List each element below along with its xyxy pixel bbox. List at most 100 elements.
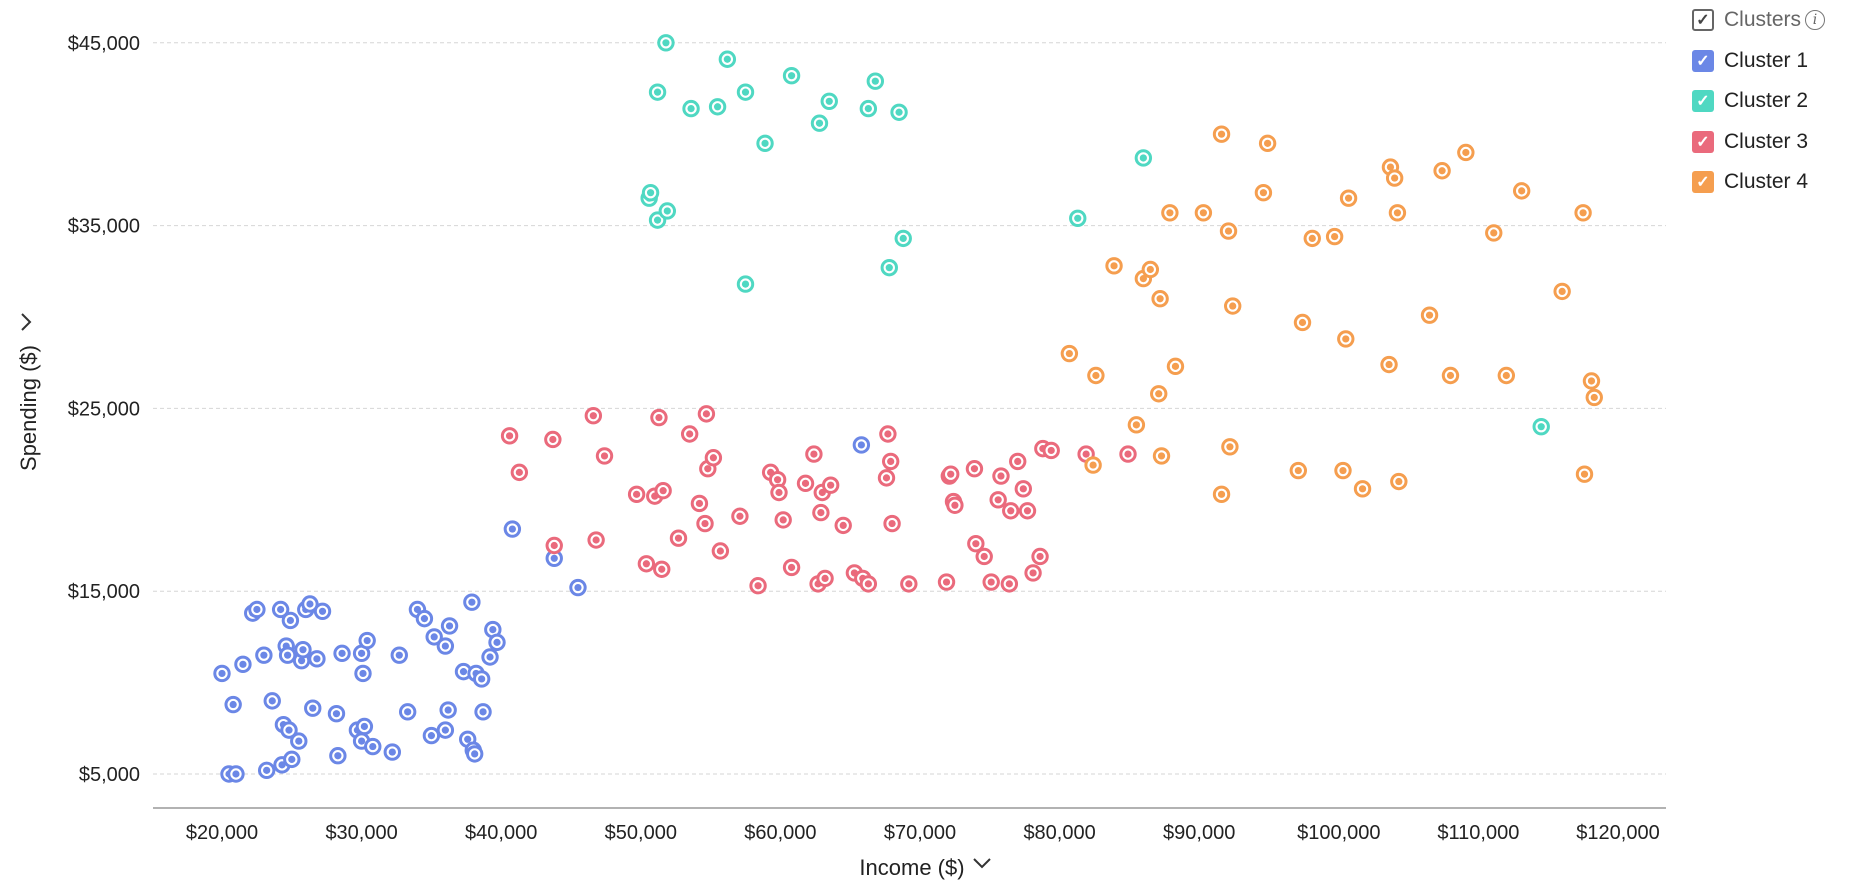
data-point[interactable] bbox=[880, 258, 898, 277]
data-point[interactable] bbox=[1152, 447, 1171, 465]
data-point[interactable] bbox=[1325, 227, 1344, 246]
data-point[interactable] bbox=[1497, 366, 1516, 385]
data-point[interactable] bbox=[866, 72, 885, 90]
data-point[interactable] bbox=[782, 67, 801, 85]
data-point[interactable] bbox=[1485, 224, 1503, 242]
data-point[interactable] bbox=[992, 467, 1010, 485]
data-point[interactable] bbox=[658, 202, 677, 220]
data-point[interactable] bbox=[680, 425, 699, 443]
data-point[interactable] bbox=[280, 721, 298, 739]
data-point[interactable] bbox=[894, 229, 912, 248]
data-point[interactable] bbox=[834, 516, 852, 535]
data-point[interactable] bbox=[465, 745, 484, 763]
data-point[interactable] bbox=[796, 474, 815, 493]
data-point[interactable] bbox=[627, 485, 646, 504]
data-point[interactable] bbox=[1042, 441, 1060, 460]
data-point[interactable] bbox=[967, 534, 985, 553]
data-point[interactable] bbox=[653, 560, 671, 578]
data-point[interactable] bbox=[1009, 452, 1027, 471]
data-point[interactable] bbox=[364, 737, 382, 756]
data-point[interactable] bbox=[812, 503, 830, 522]
data-point[interactable] bbox=[711, 542, 730, 560]
data-point[interactable] bbox=[736, 83, 755, 101]
y-axis-title[interactable]: Spending ($) bbox=[16, 313, 41, 471]
data-point[interactable] bbox=[654, 481, 672, 500]
data-point[interactable] bbox=[1221, 438, 1239, 456]
data-point[interactable] bbox=[648, 211, 667, 229]
data-point[interactable] bbox=[690, 494, 709, 513]
data-point[interactable] bbox=[718, 50, 737, 68]
data-point[interactable] bbox=[313, 602, 332, 621]
data-point[interactable] bbox=[354, 664, 372, 683]
data-point[interactable] bbox=[881, 452, 900, 471]
data-point[interactable] bbox=[859, 575, 878, 593]
data-point[interactable] bbox=[271, 600, 290, 619]
data-point[interactable] bbox=[327, 704, 346, 723]
data-point[interactable] bbox=[749, 577, 767, 595]
data-point[interactable] bbox=[877, 469, 896, 487]
data-point[interactable] bbox=[1166, 357, 1185, 376]
data-point[interactable] bbox=[1575, 465, 1594, 483]
data-point[interactable] bbox=[1420, 306, 1439, 324]
data-point[interactable] bbox=[1212, 485, 1231, 504]
data-point[interactable] bbox=[890, 103, 908, 121]
data-point[interactable] bbox=[263, 692, 281, 710]
legend-header[interactable]: ✓ Clusters i bbox=[1692, 0, 1842, 41]
data-point[interactable] bbox=[1060, 344, 1079, 363]
data-point[interactable] bbox=[472, 670, 491, 688]
data-point[interactable] bbox=[1553, 282, 1571, 301]
data-point[interactable] bbox=[883, 514, 901, 533]
data-point[interactable] bbox=[1141, 260, 1160, 279]
data-point[interactable] bbox=[1194, 204, 1213, 222]
data-point[interactable] bbox=[782, 558, 801, 577]
data-point[interactable] bbox=[816, 569, 834, 588]
data-point[interactable] bbox=[227, 765, 245, 783]
data-point[interactable] bbox=[1334, 461, 1352, 480]
data-point[interactable] bbox=[756, 134, 774, 153]
data-point[interactable] bbox=[1457, 143, 1475, 162]
data-point[interactable] bbox=[989, 491, 1007, 509]
data-point[interactable] bbox=[308, 650, 326, 668]
data-point[interactable] bbox=[213, 664, 231, 683]
data-point[interactable] bbox=[1433, 162, 1451, 180]
data-point[interactable] bbox=[278, 646, 297, 664]
data-point[interactable] bbox=[436, 721, 455, 739]
data-point[interactable] bbox=[474, 703, 492, 721]
data-point[interactable] bbox=[398, 703, 417, 721]
data-point[interactable] bbox=[731, 507, 749, 525]
data-point[interactable] bbox=[650, 408, 668, 427]
data-point[interactable] bbox=[436, 637, 455, 655]
data-point[interactable] bbox=[1385, 169, 1404, 187]
data-point[interactable] bbox=[704, 449, 723, 467]
data-point[interactable] bbox=[1212, 125, 1231, 143]
legend-item-cluster-1[interactable]: ✓ Cluster 1 bbox=[1692, 41, 1842, 82]
data-point[interactable] bbox=[1127, 416, 1146, 434]
data-point[interactable] bbox=[355, 717, 374, 736]
data-point[interactable] bbox=[584, 407, 603, 425]
data-point[interactable] bbox=[425, 628, 443, 646]
data-point[interactable] bbox=[257, 761, 276, 780]
data-point[interactable] bbox=[488, 633, 506, 652]
data-point[interactable] bbox=[657, 34, 675, 52]
data-point[interactable] bbox=[1031, 547, 1049, 566]
data-point[interactable] bbox=[304, 699, 322, 717]
data-point[interactable] bbox=[852, 436, 871, 454]
data-point[interactable] bbox=[708, 98, 727, 116]
data-point[interactable] bbox=[1582, 372, 1601, 390]
data-point[interactable] bbox=[500, 427, 519, 445]
data-point[interactable] bbox=[1339, 189, 1358, 207]
data-point[interactable] bbox=[224, 695, 242, 714]
data-point[interactable] bbox=[1069, 209, 1087, 227]
data-point[interactable] bbox=[463, 593, 481, 611]
data-point[interactable] bbox=[1000, 575, 1019, 593]
data-point[interactable] bbox=[736, 275, 755, 293]
data-point[interactable] bbox=[1018, 502, 1037, 520]
legend-item-cluster-4[interactable]: ✓ Cluster 4 bbox=[1692, 162, 1842, 203]
data-point[interactable] bbox=[1289, 461, 1308, 480]
data-point[interactable] bbox=[358, 631, 376, 650]
data-point[interactable] bbox=[301, 595, 319, 613]
data-point[interactable] bbox=[820, 92, 838, 110]
data-point[interactable] bbox=[1224, 297, 1242, 315]
data-point[interactable] bbox=[1002, 502, 1020, 520]
x-axis-title[interactable]: Income ($) bbox=[859, 855, 991, 880]
